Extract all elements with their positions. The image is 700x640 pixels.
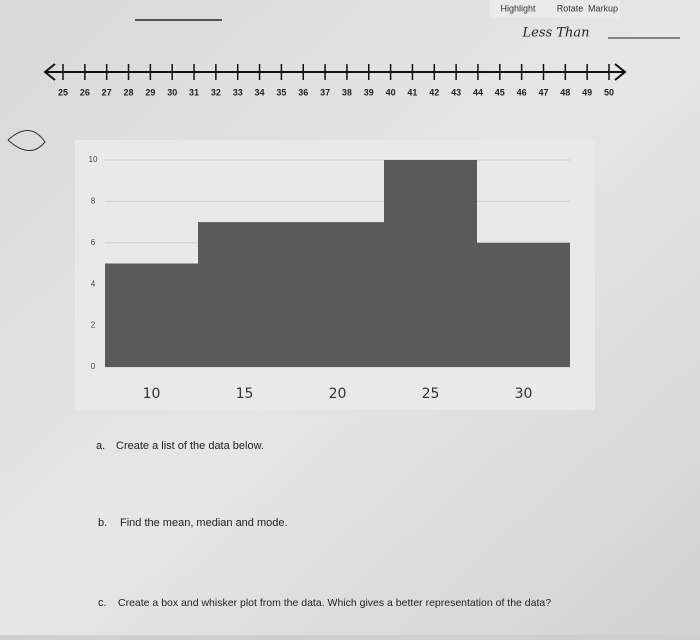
y-tick-label: 10 [89, 155, 98, 164]
y-tick-label: 0 [91, 362, 96, 371]
handwritten-note: Less Than [522, 26, 590, 41]
y-tick-label: 4 [91, 279, 96, 288]
toolbar-button[interactable]: Highlight [500, 3, 536, 13]
y-tick-label: 2 [91, 321, 96, 330]
x-tick-label: 15 [236, 386, 254, 402]
bar [477, 242, 570, 367]
number-line-label: 34 [255, 87, 265, 97]
number-line-label: 42 [429, 87, 439, 97]
number-line-label: 38 [342, 87, 352, 97]
number-line-label: 27 [102, 87, 112, 97]
toolbar [490, 0, 620, 18]
number-line-label: 41 [407, 87, 417, 97]
number-line-arrows [43, 63, 627, 81]
histogram: 0 2 4 6 8 10 10 15 20 25 30 [89, 155, 570, 402]
number-line-label: 43 [451, 87, 461, 97]
number-line-label: 46 [517, 87, 527, 97]
number-line-label: 30 [167, 87, 177, 97]
number-line-label: 33 [233, 87, 243, 97]
question-text: Create a list of the data below. [116, 440, 264, 452]
bar [105, 263, 198, 367]
number-line-label: 28 [124, 87, 134, 97]
question-letter: b. [98, 517, 107, 529]
x-tick-label: 20 [329, 386, 347, 402]
x-tick-label: 10 [143, 386, 161, 402]
number-line-label: 37 [320, 87, 330, 97]
bar [198, 222, 291, 367]
number-line-label: 50 [604, 87, 614, 97]
number-line-label: 45 [495, 87, 505, 97]
number-line-label: 35 [276, 87, 286, 97]
number-line-label: 49 [582, 87, 592, 97]
bar [384, 160, 477, 367]
toolbar-button[interactable]: Rotate [557, 3, 584, 13]
y-tick-label: 8 [91, 197, 96, 206]
number-line-label: 29 [145, 87, 155, 97]
number-line-label: 40 [386, 87, 396, 97]
x-tick-label: 25 [422, 386, 440, 402]
number-line-label: 25 [58, 87, 68, 97]
scribble [7, 130, 46, 151]
bar [291, 222, 384, 367]
question-letter: a. [96, 440, 105, 452]
question-letter: c. [98, 597, 107, 609]
number-line-label: 39 [364, 87, 374, 97]
number-line-ticks: 25 26 27 28 29 30 31 32 33 34 35 36 37 38 39 40 41 42 43 44… [58, 64, 614, 97]
number-line-label: 47 [538, 87, 548, 97]
toolbar-button[interactable]: Markup [588, 3, 618, 13]
number-line-label: 48 [560, 87, 570, 97]
number-line-label: 44 [473, 87, 483, 97]
number-line-label: 36 [298, 87, 308, 97]
question-text: Find the mean, median and mode. [120, 517, 288, 529]
number-line-label: 31 [189, 87, 199, 97]
question-text: Create a box and whisker plot from the d… [118, 597, 551, 609]
number-line-label: 32 [211, 87, 221, 97]
x-tick-label: 30 [515, 386, 533, 402]
number-line-label: 26 [80, 87, 90, 97]
y-tick-label: 6 [91, 238, 96, 247]
